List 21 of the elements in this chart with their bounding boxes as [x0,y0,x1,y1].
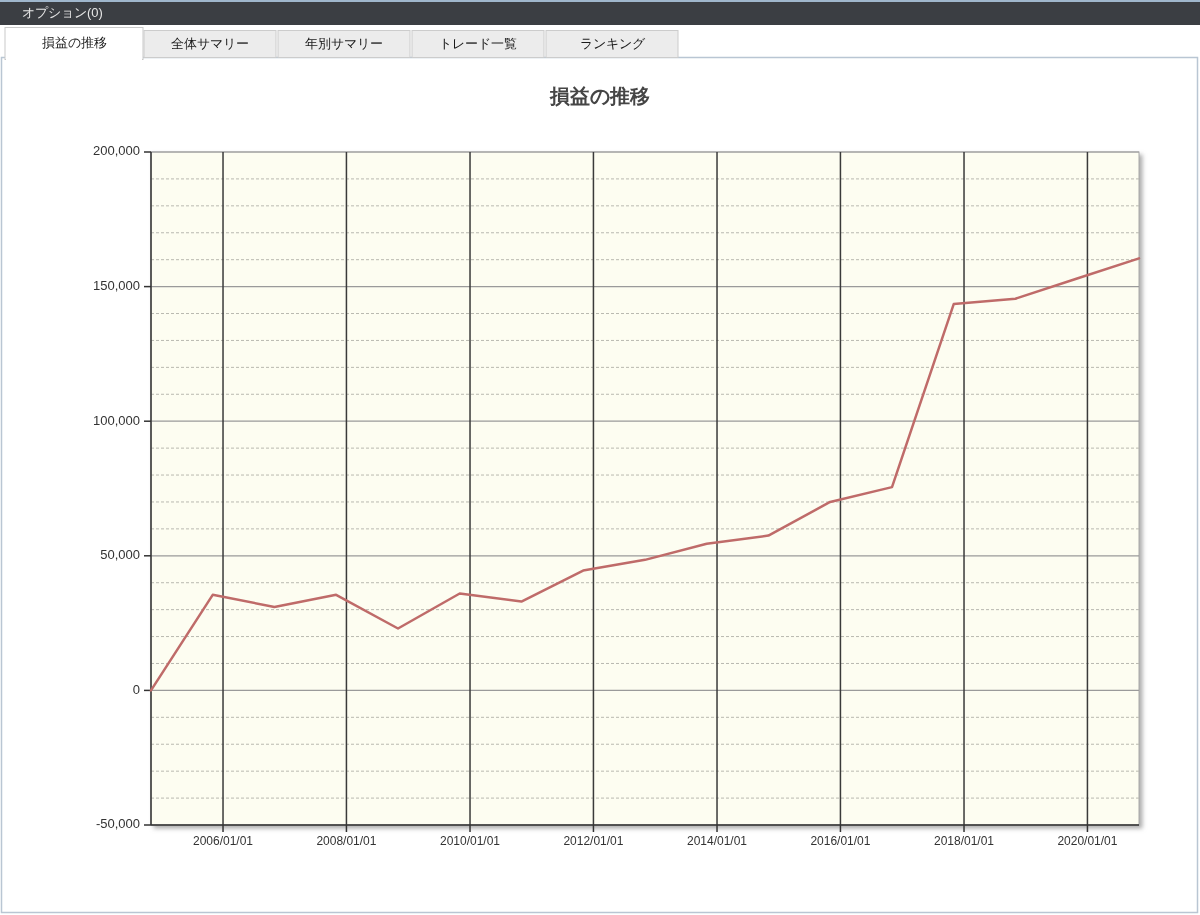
y-tick-label: 150,000 [93,278,140,294]
x-tick-label: 2018/01/01 [933,834,995,849]
x-tick-label: 2010/01/01 [439,834,501,849]
tab: 損益の推移 [4,27,144,60]
tab: トレード一覧 [411,30,545,58]
x-tick-label: 2006/01/01 [192,834,254,849]
tab: 全体サマリー [143,30,277,58]
y-tick-label: 200,000 [93,143,140,159]
tab: 年別サマリー [277,30,411,58]
tab: ランキング [545,30,679,58]
x-tick-label: 2008/01/01 [316,834,377,849]
x-tick-label: 2012/01/01 [563,834,624,849]
y-tick-label: 50,000 [100,547,140,563]
window-title: オプション(0) [22,4,103,20]
y-tick-label: 0 [132,681,140,697]
title: 損益の推移 [550,85,650,108]
x-tick-label: 2020/01/01 [1057,834,1118,849]
x-tick-label: 2014/01/01 [686,834,748,849]
y-tick-label: -50,000 [95,816,140,832]
x-tick-label: 2016/01/01 [810,834,871,849]
y-tick-label: 100,000 [93,412,140,428]
